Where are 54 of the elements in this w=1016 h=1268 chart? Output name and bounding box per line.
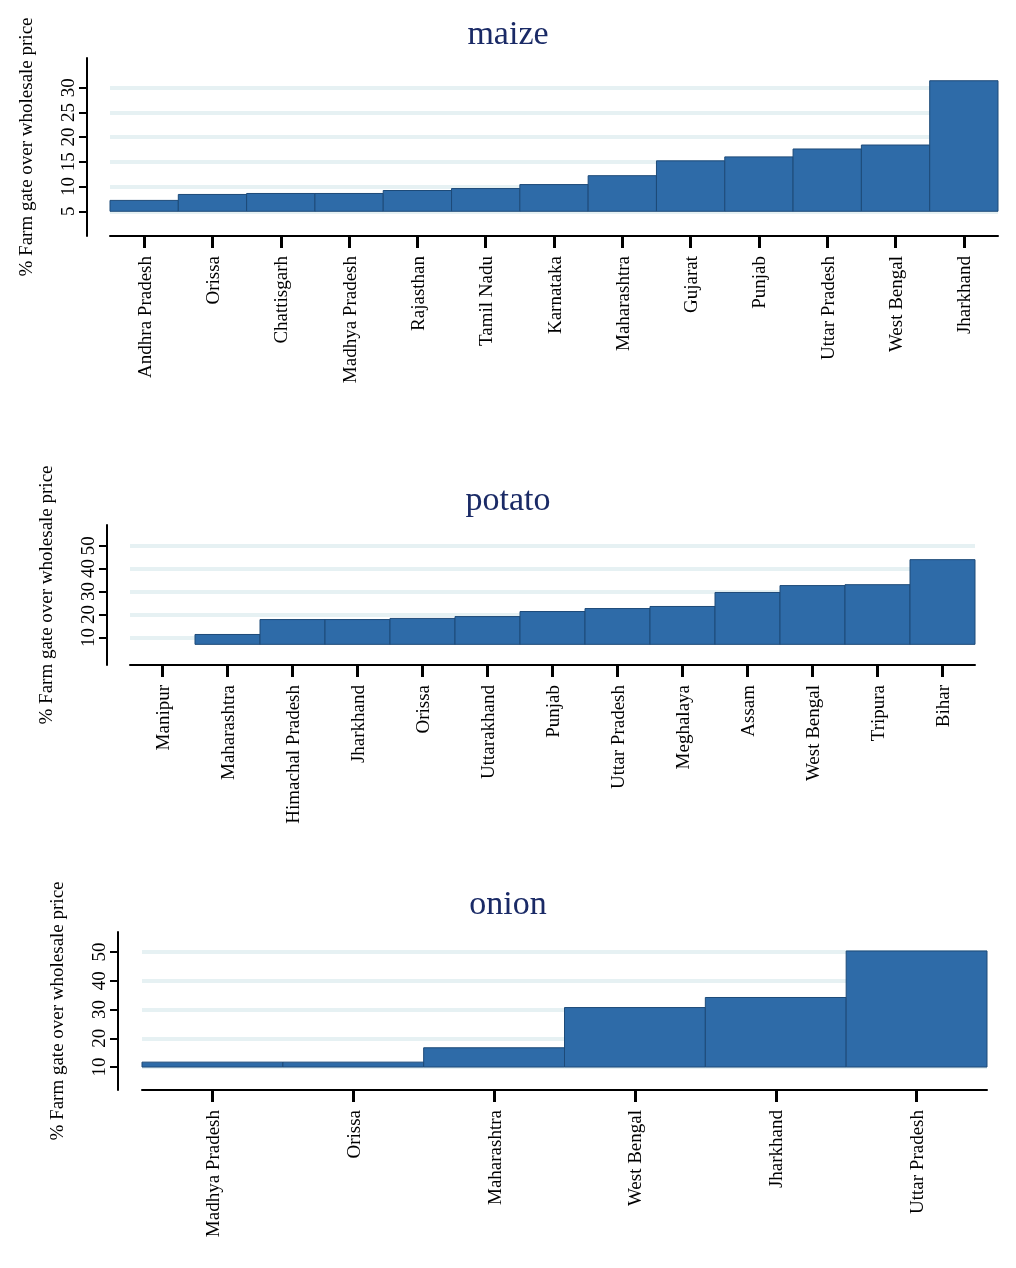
y-tick-label: 30	[57, 78, 78, 98]
x-tick-label: Jharkhand	[347, 684, 368, 764]
x-tick-label: Jharkhand	[953, 255, 975, 335]
x-tick-label: Uttar Pradesh	[906, 1109, 928, 1214]
x-tick-label: Jharkhand	[765, 1109, 787, 1189]
y-tick-label: 30	[88, 1000, 109, 1020]
x-tick-label: Tamil Nadu	[475, 255, 497, 346]
y-tick-label: 10	[88, 1057, 109, 1077]
x-tick-label: Chattisgarh	[270, 255, 292, 344]
x-tick-label: West Bengal	[885, 256, 907, 353]
x-tick-label: Madhya Pradesh	[201, 1109, 223, 1238]
x-tick-label: Uttarakhand	[477, 684, 498, 779]
x-tick-label: Orissa	[342, 1109, 364, 1159]
x-tick-label: Meghalaya	[672, 684, 693, 770]
y-axis-title: % Farm gate over wholesale price	[35, 465, 56, 725]
x-tick-label: Assam	[737, 684, 758, 737]
x-tick-label: West Bengal	[802, 685, 823, 782]
x-tick-label: Bihar	[932, 684, 953, 728]
y-tick-label: 20	[77, 605, 98, 625]
x-tick-label: Uttar Pradesh	[607, 684, 628, 789]
x-tick-label: Orissa	[412, 684, 433, 734]
x-tick-label: Andhra Pradesh	[133, 255, 155, 378]
y-tick-label: 20	[88, 1028, 109, 1048]
x-tick-label: Manipur	[152, 684, 173, 751]
x-tick-label: West Bengal	[624, 1110, 646, 1207]
x-tick-label: Maharashtra	[611, 255, 633, 351]
y-tick-label: 40	[88, 971, 109, 991]
y-tick-label: 10	[77, 627, 98, 647]
y-tick-label: 30	[77, 582, 98, 602]
x-tick-label: Karnataka	[543, 255, 565, 335]
y-axis-title: % Farm gate over wholesale price	[15, 17, 36, 277]
x-tick-label: Tripura	[867, 684, 888, 742]
chart-title: maize	[467, 13, 549, 51]
x-tick-label: Gujarat	[680, 255, 702, 313]
x-tick-label: Rajasthan	[406, 255, 428, 331]
x-tick-label: Orissa	[201, 255, 223, 305]
x-tick-label: Maharashtra	[483, 1109, 505, 1205]
y-tick-label: 5	[57, 206, 78, 217]
chart-title: onion	[469, 883, 547, 921]
y-tick-label: 10	[57, 177, 78, 197]
x-tick-label: Uttar Pradesh	[816, 255, 838, 360]
chart-title: potato	[465, 479, 551, 517]
x-tick-label: Himachal Pradesh	[282, 684, 303, 824]
x-tick-label: Madhya Pradesh	[338, 255, 360, 384]
y-tick-label: 15	[57, 152, 78, 172]
y-tick-label: 50	[77, 536, 98, 556]
x-tick-label: Maharashtra	[217, 684, 238, 780]
y-tick-label: 40	[77, 559, 98, 579]
y-tick-label: 20	[57, 127, 78, 147]
y-axis-title: % Farm gate over wholesale price	[46, 881, 67, 1141]
x-tick-label: Punjab	[542, 685, 563, 738]
y-tick-label: 25	[57, 102, 78, 122]
x-tick-label: Punjab	[748, 256, 770, 309]
y-tick-label: 50	[88, 942, 109, 962]
